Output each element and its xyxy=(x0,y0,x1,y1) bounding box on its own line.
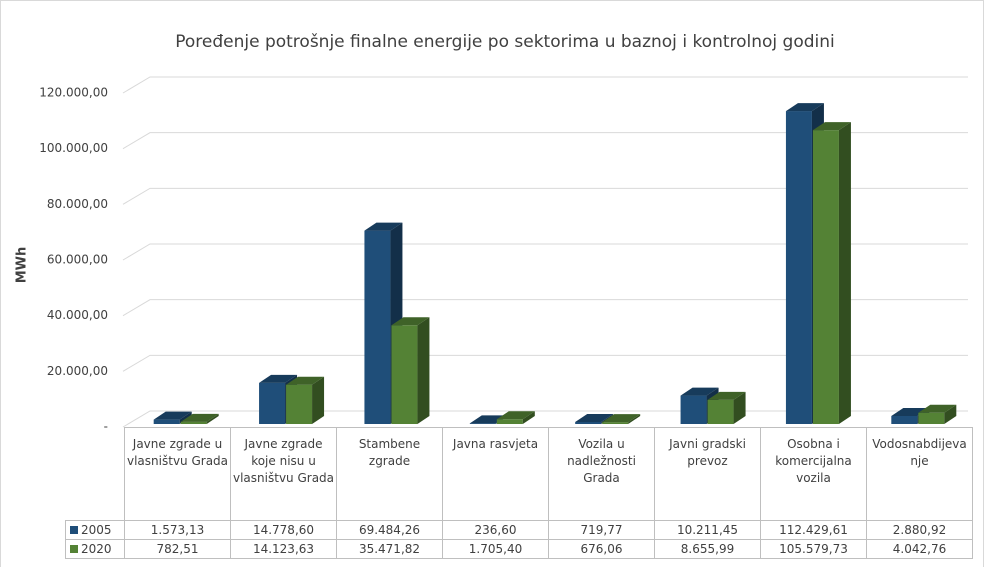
category-label: Vozila u nadležnosti Grada xyxy=(548,427,655,521)
bar-front xyxy=(153,419,180,424)
value-cell: 8.655,99 xyxy=(654,539,761,559)
y-tick-label: - xyxy=(104,420,108,434)
value-cell: 35.471,82 xyxy=(336,539,443,559)
grid-line xyxy=(122,243,968,261)
value-cell: 782,51 xyxy=(124,539,231,559)
category-label: Javne zgrade u vlasništvu Grada xyxy=(124,427,231,521)
value-cell: 4.042,76 xyxy=(866,539,973,559)
bar-top xyxy=(364,222,403,231)
bar-front xyxy=(286,384,313,424)
bar-top xyxy=(180,413,219,422)
category-label: Vodosnabdijevanje xyxy=(866,427,973,521)
value-cell: 14.778,60 xyxy=(230,520,337,540)
bar-front xyxy=(391,325,418,424)
bar-side xyxy=(838,122,851,425)
grid-line xyxy=(122,76,968,94)
value-cell: 14.123,63 xyxy=(230,539,337,559)
y-axis-label: MWh xyxy=(15,247,30,284)
y-tick-label: 20.000,00 xyxy=(47,364,108,378)
empty-cell xyxy=(66,428,125,521)
grid-line xyxy=(122,299,968,317)
bar xyxy=(602,414,641,424)
value-cell: 676,06 xyxy=(548,539,655,559)
legend-cell: 2020 xyxy=(65,539,125,559)
value-cell: 236,60 xyxy=(442,520,549,540)
y-tick-label: 120.000,00 xyxy=(39,86,108,100)
value-cell: 2.880,92 xyxy=(866,520,973,540)
bar xyxy=(286,376,325,424)
value-cell: 1.573,13 xyxy=(124,520,231,540)
bar xyxy=(918,404,957,424)
value-cell: 69.484,26 xyxy=(336,520,443,540)
bar-front xyxy=(918,412,945,424)
bar-top xyxy=(575,413,614,422)
bar xyxy=(391,317,430,424)
y-tick-label: 40.000,00 xyxy=(47,308,108,322)
bar-side xyxy=(417,317,430,424)
bar-side xyxy=(206,413,219,424)
bar-front xyxy=(785,111,812,424)
bar xyxy=(812,122,851,425)
bar-front xyxy=(891,415,918,424)
category-label: Stambene zgrade xyxy=(336,427,443,521)
bar-front xyxy=(364,230,391,424)
bar-front xyxy=(812,130,839,424)
bar-front xyxy=(602,422,629,424)
y-tick-label: 80.000,00 xyxy=(47,197,108,211)
value-cell: 1.705,40 xyxy=(442,539,549,559)
table-row: 2005 1.573,13 14.778,60 69.484,26 236,60 719,… xyxy=(65,520,973,540)
value-cell: 105.579,73 xyxy=(760,539,867,559)
grid-line xyxy=(122,354,968,372)
bar-front xyxy=(680,395,707,424)
grid-line xyxy=(122,132,968,150)
value-cell: 719,77 xyxy=(548,520,655,540)
bar xyxy=(707,391,746,424)
bar-front xyxy=(496,419,523,424)
bar-side xyxy=(944,404,957,424)
bar-top xyxy=(918,404,957,413)
bar-side xyxy=(628,414,641,424)
value-cell: 10.211,45 xyxy=(654,520,761,540)
bar-side xyxy=(733,391,746,424)
bar-top xyxy=(602,414,641,423)
y-tick-label: 100.000,00 xyxy=(39,141,108,155)
y-tick-label: 60.000,00 xyxy=(47,253,108,267)
table-header: Javne zgrade u vlasništvu Grada Javne zgr… xyxy=(66,427,973,521)
value-cell: 112.429,61 xyxy=(760,520,867,540)
legend-label: 2020 xyxy=(81,542,112,556)
category-label: Javni gradski prevoz xyxy=(654,427,761,521)
bar-front xyxy=(259,382,286,424)
legend-key xyxy=(70,526,78,534)
legend-cell: 2005 xyxy=(65,520,125,540)
bar-front xyxy=(575,421,602,424)
bar-top xyxy=(391,317,430,326)
bar-front xyxy=(707,399,734,424)
grid-line xyxy=(122,187,968,205)
category-label: Javne zgrade koje nisu u vlasništvu Grad… xyxy=(230,427,337,521)
bar-top xyxy=(707,391,746,400)
bar-top xyxy=(259,374,298,383)
table-row: 2020 782,51 14.123,63 35.471,82 1.705,40 676,… xyxy=(65,539,973,559)
bar-top xyxy=(785,103,824,112)
bar-front xyxy=(469,423,496,424)
data-table: Javne zgrade u vlasništvu Grada Javne zgr… xyxy=(65,427,973,559)
chart-title: Poređenje potrošnje finalne energije po … xyxy=(175,32,835,52)
bar xyxy=(180,413,219,424)
bar-top xyxy=(286,376,325,385)
bar-top xyxy=(153,411,192,420)
bar-side xyxy=(522,411,535,424)
bar-front xyxy=(180,421,207,424)
legend-key xyxy=(70,545,78,553)
legend-label: 2005 xyxy=(81,523,112,537)
category-label: Javna rasvjeta xyxy=(442,427,549,521)
bar-top xyxy=(496,411,535,420)
bar-top xyxy=(680,387,719,396)
category-label: Osobna i komercijalna vozila xyxy=(760,427,867,521)
bar-side xyxy=(312,376,325,424)
bar xyxy=(496,411,535,424)
bar-top xyxy=(812,122,851,131)
